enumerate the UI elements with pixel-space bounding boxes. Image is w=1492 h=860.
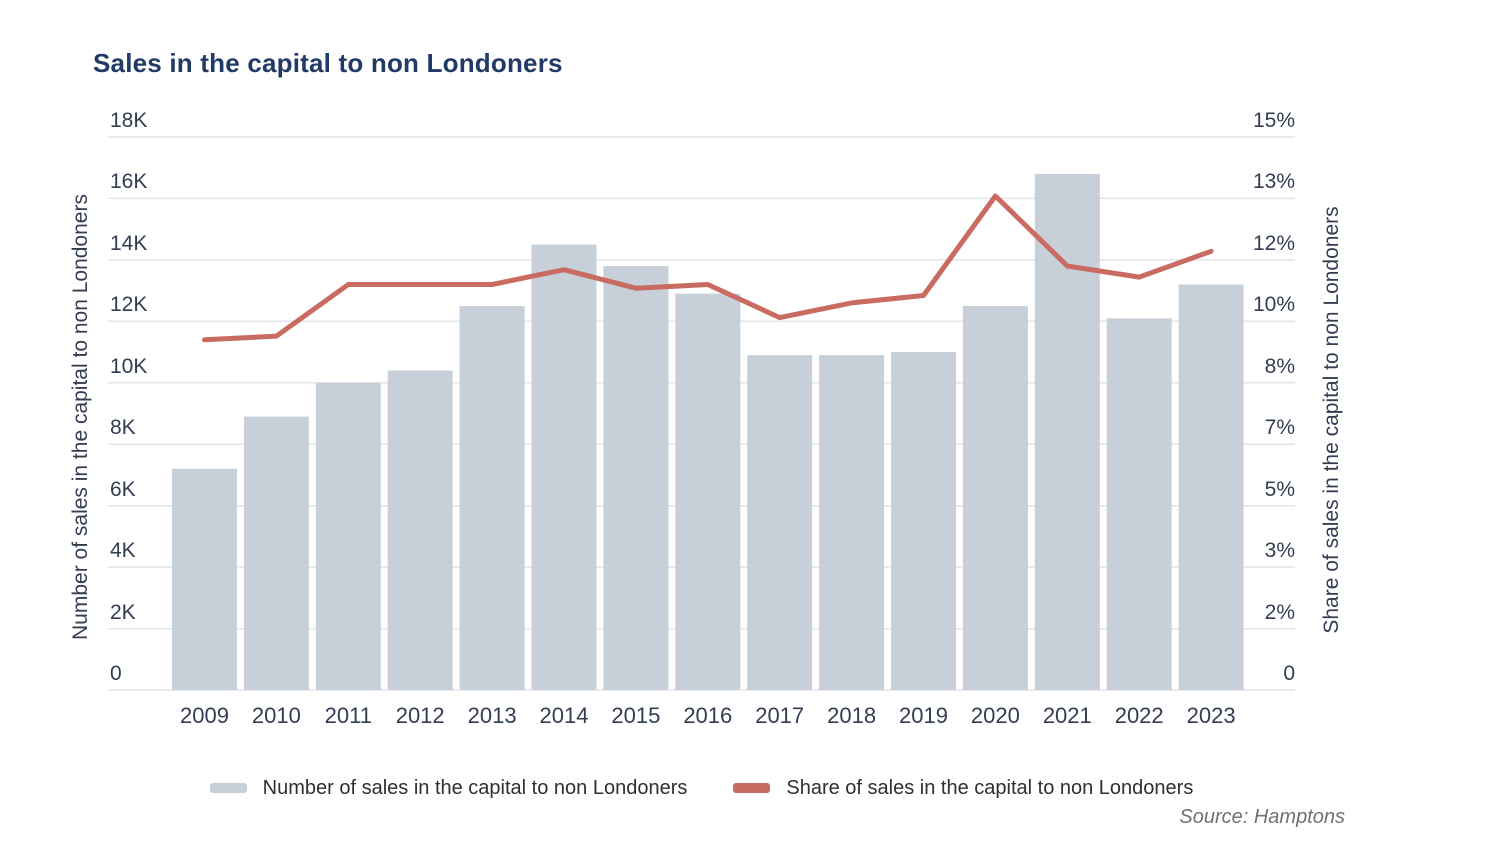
right-axis-tick-label: 7%: [1264, 416, 1295, 440]
line-series-swatch: [733, 783, 771, 793]
x-axis-label-2017: 2017: [755, 703, 805, 728]
left-axis-tick-label: 4K: [110, 539, 136, 563]
x-axis-label-2020: 2020: [970, 703, 1020, 728]
legend-item-number-of-sales: Number of sales in the capital to non Lo…: [209, 776, 688, 800]
left-axis-tick-label: 16K: [110, 170, 148, 194]
source-note: Source: Hamptons: [1179, 806, 1345, 828]
x-axis-label-2023: 2023: [1186, 703, 1236, 728]
right-axis-tick-label: 3%: [1264, 539, 1295, 563]
legend-label-share-of-sales: Share of sales in the capital to non Lon…: [786, 776, 1194, 799]
bar-2016: [675, 293, 741, 690]
x-axis-label-2018: 2018: [827, 703, 877, 728]
x-axis-label-2012: 2012: [395, 703, 445, 728]
bar-2013: [459, 306, 525, 690]
right-axis-tick-label: 5%: [1264, 477, 1295, 501]
x-axis-label-2016: 2016: [683, 703, 733, 728]
bar-2022: [1106, 318, 1172, 690]
right-axis-tick-label: 13%: [1252, 170, 1295, 194]
right-axis-tick-label: 12%: [1252, 231, 1295, 255]
right-axis-title: Share of sales in the capital to non Lon…: [1320, 206, 1343, 634]
left-axis-tick-label: 6K: [110, 477, 136, 501]
share-line: [202, 193, 1214, 343]
bar-2021: [1034, 173, 1100, 690]
x-axis-label-2019: 2019: [899, 703, 948, 728]
bar-2012: [387, 370, 453, 690]
bar-2018: [819, 355, 885, 690]
left-axis-tick-label: 14K: [110, 231, 148, 255]
bar-2011: [315, 382, 381, 690]
x-axis-label-2014: 2014: [539, 703, 589, 728]
left-axis-tick-label: 18K: [110, 109, 148, 132]
bar-2010: [243, 416, 309, 690]
x-axis-label-2022: 2022: [1114, 703, 1164, 728]
x-axis-label-2009: 2009: [180, 703, 229, 728]
x-axis-label-2010: 2010: [251, 703, 301, 728]
right-axis-tick-label: 15%: [1252, 109, 1295, 132]
left-axis-tick-label: 10K: [110, 354, 148, 378]
right-axis-tick-label: 0: [1283, 662, 1295, 685]
bar-2017: [747, 355, 813, 690]
right-axis-tick-label: 2%: [1264, 600, 1295, 624]
left-axis-tick-label: 8K: [110, 416, 136, 440]
bar-2015: [603, 266, 669, 690]
x-axis-label-2011: 2011: [324, 703, 372, 728]
legend: Number of sales in the capital to non Lo…: [108, 772, 1295, 804]
left-axis-tick-label: 2K: [110, 600, 136, 624]
x-axis-label-2021: 2021: [1042, 703, 1092, 728]
x-axis-label-2015: 2015: [611, 703, 661, 728]
chart-title: Sales in the capital to non Londoners: [93, 48, 563, 78]
right-axis-tick-label: 8%: [1264, 354, 1295, 378]
legend-label-number-of-sales: Number of sales in the capital to non Lo…: [262, 776, 688, 799]
right-axis-tick-label: 10%: [1252, 293, 1295, 317]
bar-2023: [1178, 284, 1244, 690]
x-axis-label-2013: 2013: [467, 703, 517, 728]
bar-2020: [962, 306, 1028, 690]
left-axis-tick-label: 0: [110, 662, 122, 685]
left-axis-title: Number of sales in the capital to non Lo…: [69, 194, 92, 640]
legend-item-share-of-sales: Share of sales in the capital to non Lon…: [733, 777, 1193, 800]
bar-series-swatch: [209, 783, 247, 793]
bar-2009: [172, 468, 237, 690]
bar-2019: [891, 352, 956, 690]
bar-2014: [531, 244, 597, 690]
left-axis-tick-label: 12K: [110, 293, 148, 317]
